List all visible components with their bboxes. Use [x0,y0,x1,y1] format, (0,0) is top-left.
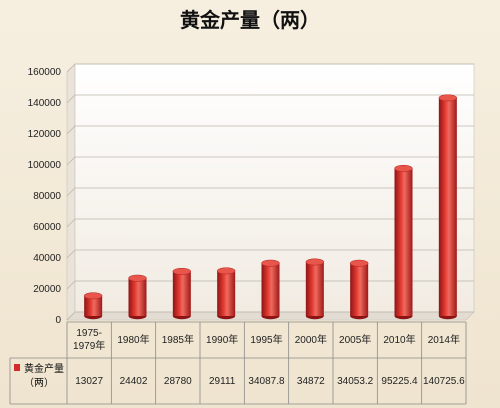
gridline [66,280,474,290]
bar-top [83,292,103,300]
bar-top [261,259,280,267]
legend-label: 黄金产量 [24,362,64,375]
x-tick-label: 1985年 [162,333,194,346]
legend-swatch [14,364,20,371]
gridline [66,125,474,135]
chart-title: 黄金产量（两） [180,8,320,32]
data-label: 34872 [297,376,325,387]
bar-top [305,258,325,266]
bar-body [128,278,147,316]
bar-top [394,164,413,172]
y-tick-label: 40000 [33,253,61,264]
bar [261,259,280,320]
y-tick-label: 80000 [33,191,61,202]
data-label: 95225.4 [381,376,418,387]
bar-top [349,259,369,267]
x-tick-label: 2010年 [383,333,415,346]
bar [305,258,325,320]
bar-body [305,261,324,316]
gridline [66,187,474,197]
bar [128,274,147,320]
bar-body [261,263,280,316]
bar [216,267,236,320]
gridline [66,249,474,259]
x-tick-label: 2000年 [295,333,327,346]
y-tick-label: 120000 [28,129,62,140]
gridline [66,218,474,228]
y-tick-label: 0 [55,315,61,326]
bar-body [350,263,369,316]
legend-label: （两） [24,377,54,389]
x-tick-label: 1995年 [250,333,282,346]
data-label: 29111 [209,376,236,387]
gridline [66,311,474,321]
y-tick-label: 140000 [28,98,62,109]
x-tick-label: 1990年 [206,333,238,346]
bar-top [128,274,147,282]
bar-body [394,168,413,316]
bar [172,267,192,320]
bar [83,292,103,320]
x-tick-label: 2014年 [428,333,460,346]
data-label: 28780 [164,376,192,387]
x-tick-label: 1979年 [73,339,105,352]
bar-body [172,271,191,316]
data-label: 34087.8 [248,376,285,387]
data-label: 140725.6 [423,376,465,387]
data-label: 13027 [75,376,103,387]
y-tick-label: 20000 [33,284,61,295]
gridline [66,156,474,166]
bar [394,164,413,320]
bar [349,259,369,320]
bar-top [216,267,236,275]
y-tick-label: 60000 [33,222,61,233]
bar-body [217,270,236,316]
bar-top [438,94,458,102]
data-label: 34053.2 [337,376,374,387]
x-tick-label: 1975- [76,328,102,339]
x-tick-label: 2005年 [339,333,371,346]
y-tick-label: 100000 [28,160,62,171]
gridline [66,63,474,73]
bar-body [438,97,457,316]
y-tick-label: 160000 [28,67,62,78]
data-label: 24402 [120,376,148,387]
bar-top [172,267,192,275]
bar [438,94,458,320]
gridline [66,94,474,104]
bar-body [84,295,103,316]
x-tick-label: 1980年 [117,333,149,346]
